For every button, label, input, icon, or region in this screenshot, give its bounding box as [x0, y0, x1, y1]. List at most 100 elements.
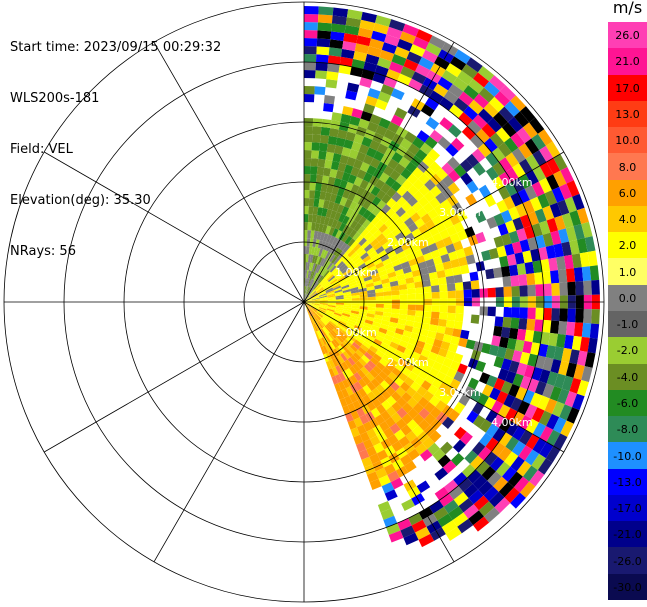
velocity-gate: [450, 137, 465, 152]
colorbar-segment: [608, 389, 647, 417]
velocity-gate: [455, 290, 464, 299]
velocity-gate: [442, 357, 453, 368]
velocity-gate: [559, 282, 568, 296]
velocity-gate: [361, 69, 375, 81]
velocity-gate: [327, 294, 336, 298]
velocity-gate: [463, 385, 475, 398]
velocity-gate: [361, 354, 370, 364]
velocity-gate: [320, 318, 327, 326]
velocity-gate: [362, 255, 372, 263]
velocity-gate: [427, 208, 439, 220]
velocity-gate: [503, 394, 516, 408]
velocity-gate: [508, 383, 520, 398]
velocity-gate: [371, 206, 382, 217]
velocity-gate: [310, 292, 318, 298]
colorbar-tick-label: -30.0: [613, 580, 642, 594]
velocity-gate: [409, 43, 426, 57]
velocity-gate: [309, 254, 314, 263]
velocity-gate: [332, 315, 341, 321]
velocity-gate: [473, 93, 490, 109]
velocity-gate: [446, 283, 456, 292]
velocity-gate: [467, 377, 480, 390]
velocity-gate: [553, 243, 564, 258]
velocity-gate: [329, 319, 338, 326]
velocity-gate: [467, 120, 482, 135]
velocity-gate: [319, 191, 327, 201]
velocity-gate: [308, 279, 313, 287]
velocity-gate: [408, 78, 423, 92]
velocity-gate: [492, 414, 505, 428]
velocity-gate: [327, 55, 341, 65]
velocity-gate: [524, 138, 540, 155]
velocity-gate: [419, 328, 429, 337]
velocity-gate: [366, 262, 376, 270]
velocity-gate: [532, 260, 543, 274]
velocity-gate: [414, 217, 425, 229]
velocity-gate: [492, 427, 506, 443]
velocity-gate: [457, 363, 468, 375]
velocity-gate: [453, 426, 467, 440]
velocity-gate: [405, 386, 417, 398]
velocity-gate: [314, 313, 321, 321]
velocity-gate: [313, 314, 319, 322]
velocity-gate: [329, 278, 338, 285]
velocity-gate: [311, 254, 316, 264]
velocity-gate: [478, 108, 493, 124]
velocity-gate: [565, 321, 576, 336]
velocity-gate: [359, 414, 370, 425]
velocity-gate: [517, 400, 531, 416]
velocity-gate: [319, 142, 328, 152]
velocity-gate: [415, 310, 424, 317]
velocity-gate: [577, 207, 589, 224]
velocity-gate: [329, 39, 344, 49]
velocity-gate: [370, 378, 381, 388]
velocity-gate: [405, 161, 418, 174]
colorbar-segment: [608, 363, 647, 391]
velocity-gate: [362, 384, 372, 395]
velocity-gate: [522, 250, 533, 264]
velocity-gate: [384, 334, 394, 342]
velocity-gate: [367, 46, 382, 58]
velocity-gate: [318, 292, 327, 297]
velocity-gate: [304, 46, 317, 55]
velocity-gate: [431, 291, 440, 299]
colorbar-segment: [608, 547, 647, 575]
velocity-gate: [324, 271, 332, 279]
velocity-gate: [367, 391, 377, 402]
velocity-gate: [334, 194, 343, 205]
velocity-gate: [307, 278, 312, 287]
velocity-gate: [397, 278, 407, 286]
velocity-gate: [510, 95, 526, 112]
velocity-gate: [361, 375, 371, 385]
velocity-gate: [550, 320, 560, 334]
velocity-gate: [319, 296, 328, 300]
velocity-gate: [411, 425, 424, 437]
velocity-gate: [358, 378, 367, 388]
velocity-gate: [316, 231, 322, 240]
velocity-gate: [436, 269, 446, 279]
velocity-gate: [567, 308, 576, 323]
velocity-gate: [465, 153, 480, 168]
velocity-gate: [466, 410, 479, 424]
velocity-gate: [325, 225, 332, 235]
velocity-gate: [358, 206, 368, 217]
velocity-gate: [483, 81, 500, 97]
velocity-gate: [327, 303, 336, 306]
velocity-gate: [327, 321, 336, 329]
velocity-gate: [358, 357, 367, 367]
velocity-gate: [394, 349, 404, 358]
velocity-gate: [447, 124, 462, 138]
velocity-gate: [380, 83, 395, 96]
velocity-gate: [411, 391, 423, 403]
velocity-gate: [307, 287, 311, 295]
velocity-gate: [314, 331, 320, 340]
velocity-gate: [519, 481, 536, 498]
velocity-gate: [350, 410, 360, 420]
velocity-gate: [304, 262, 306, 271]
velocity-gate: [384, 350, 395, 359]
velocity-gate: [306, 270, 309, 279]
velocity-gate: [569, 349, 580, 365]
velocity-gate: [310, 230, 315, 239]
velocity-gate: [319, 277, 326, 285]
velocity-gate: [424, 179, 436, 191]
